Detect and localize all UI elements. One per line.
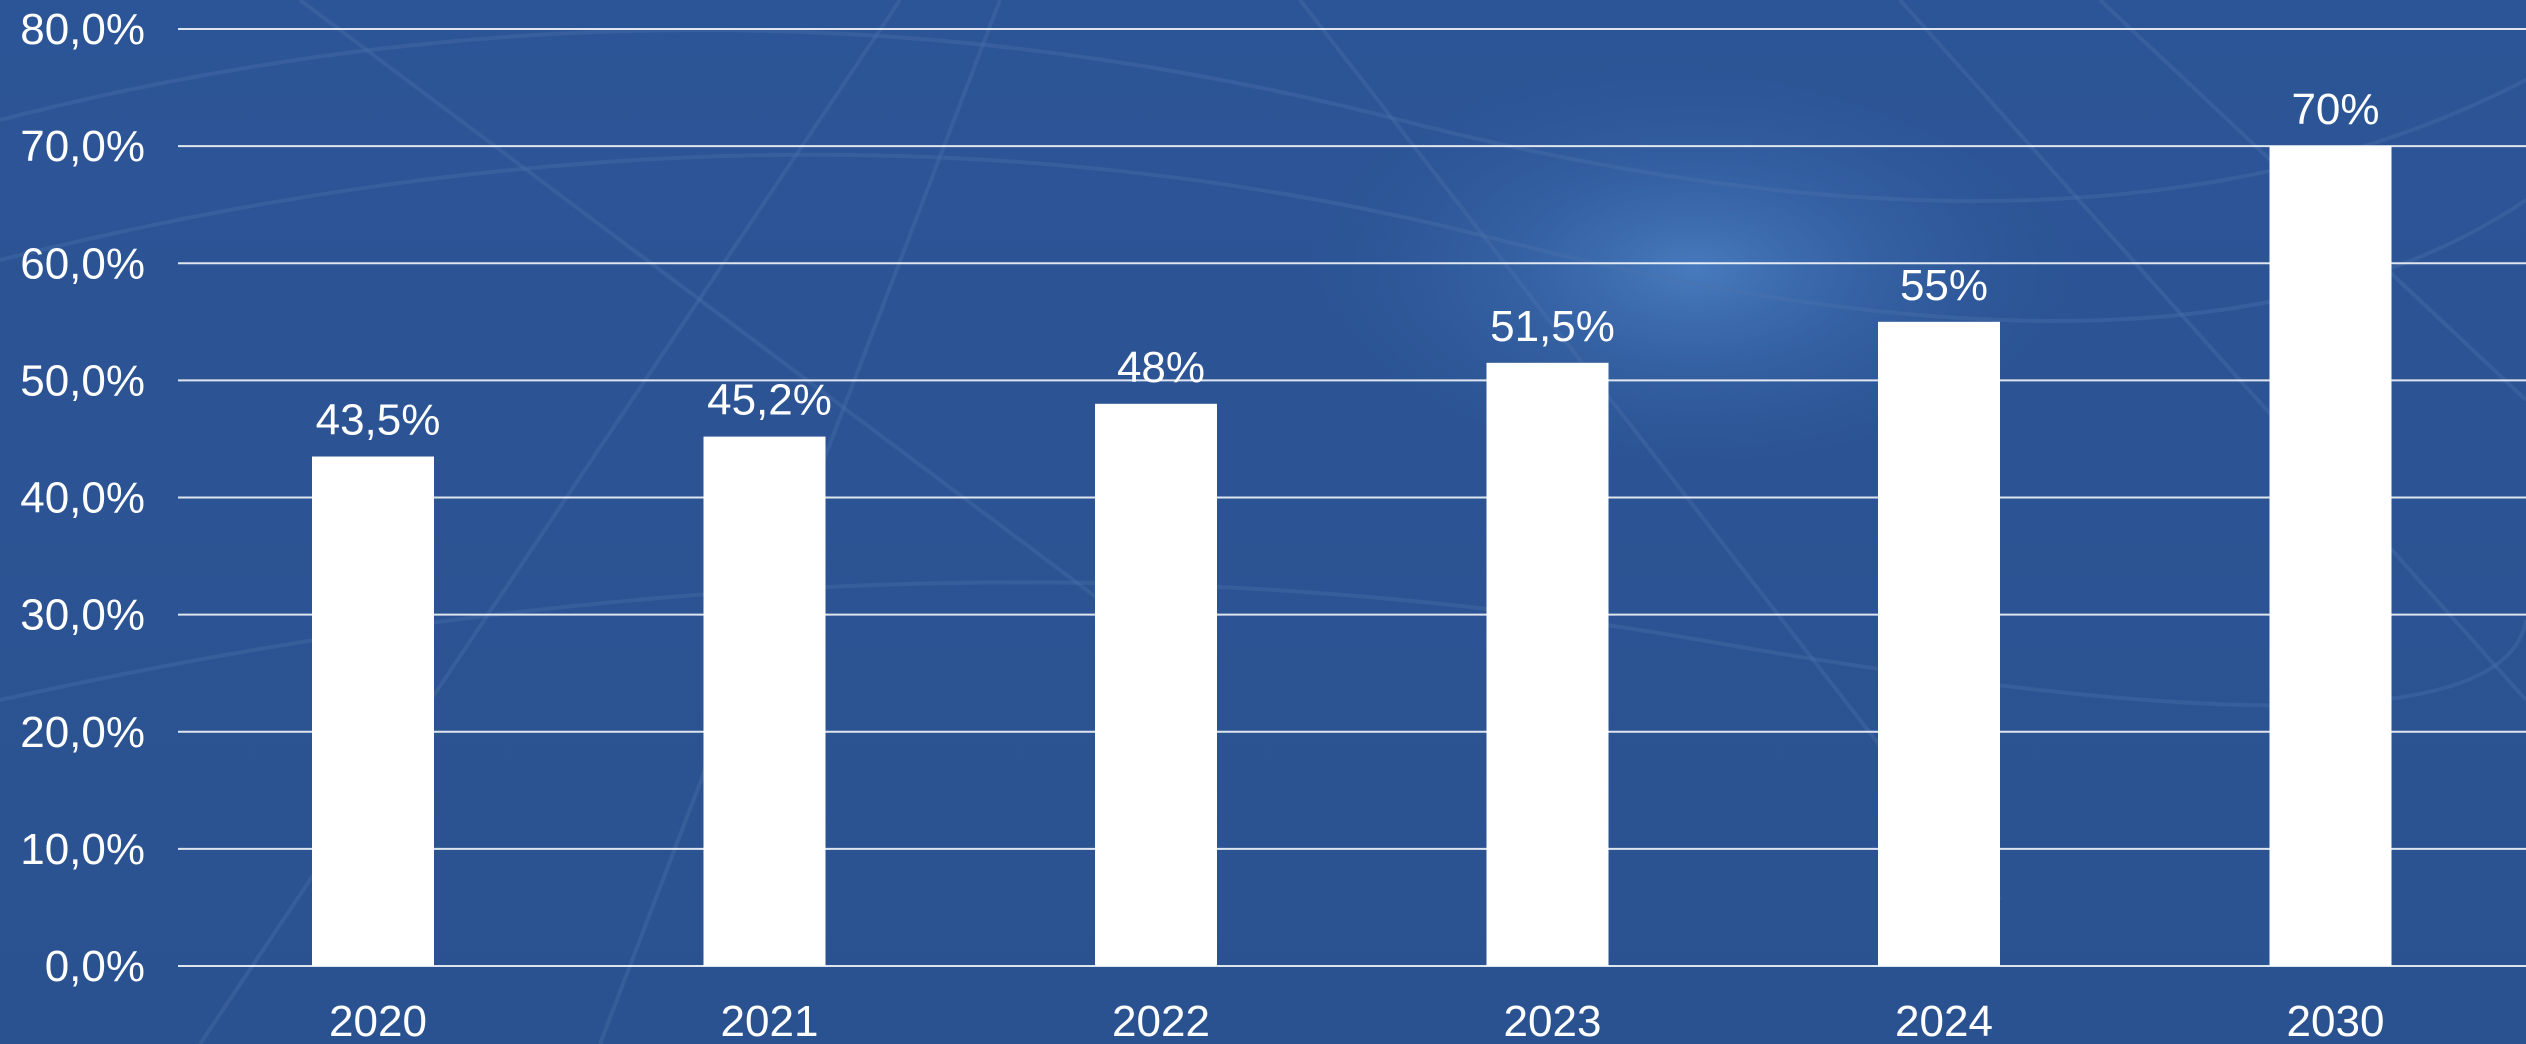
x-tick-label: 2022 xyxy=(1112,997,1210,1044)
bar-data-label: 45,2% xyxy=(707,376,832,425)
y-tick-label: 0,0% xyxy=(45,942,145,991)
bar-data-label: 48% xyxy=(1117,343,1205,392)
bar-data-label: 70% xyxy=(2291,85,2379,134)
bar-2023 xyxy=(1486,362,1609,966)
bar-2030 xyxy=(2269,146,2392,966)
bar-data-labels: 43,5% 45,2% 48% 51,5% 55% 70% xyxy=(316,85,2380,444)
y-tick-label: 80,0% xyxy=(20,5,145,54)
x-tick-label: 2024 xyxy=(1895,997,1993,1044)
x-tick-label: 2020 xyxy=(329,997,427,1044)
y-tick-label: 60,0% xyxy=(20,239,145,288)
x-tick-label: 2030 xyxy=(2287,997,2385,1044)
x-axis-category-labels: 2020 2021 2022 2023 2024 2030 xyxy=(329,997,2384,1044)
bar-2020 xyxy=(312,456,434,966)
x-tick-label: 2023 xyxy=(1504,997,1602,1044)
y-tick-label: 50,0% xyxy=(20,356,145,405)
bar-2022 xyxy=(1095,403,1217,966)
x-tick-label: 2021 xyxy=(721,997,819,1044)
y-axis-tick-labels: 0,0% 10,0% 20,0% 30,0% 40,0% 50,0% 60,0% 70,0% 8… xyxy=(20,5,145,991)
bar-2021 xyxy=(703,436,826,967)
y-tick-label: 40,0% xyxy=(20,474,145,523)
bar-data-label: 43,5% xyxy=(316,396,441,445)
bar-data-label: 51,5% xyxy=(1490,302,1615,351)
y-tick-label: 10,0% xyxy=(20,825,145,874)
bar-data-label: 55% xyxy=(1900,261,1988,310)
y-gridlines xyxy=(178,28,2526,967)
y-tick-label: 30,0% xyxy=(20,591,145,640)
y-tick-label: 20,0% xyxy=(20,708,145,757)
bar-series xyxy=(312,146,2392,967)
y-tick-label: 70,0% xyxy=(20,122,145,171)
bar-2024 xyxy=(1878,321,2000,966)
